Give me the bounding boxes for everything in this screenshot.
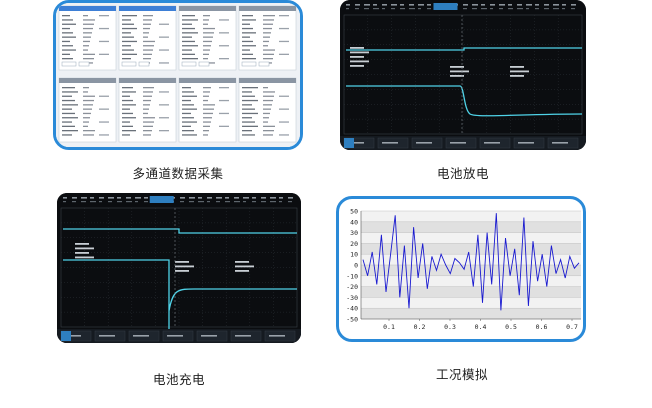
y-tick-label: -10 [346, 272, 358, 280]
scope-readouts [75, 243, 254, 272]
chart-band [361, 308, 581, 319]
chart-band [361, 275, 581, 287]
y-tick-label: -20 [346, 283, 358, 291]
caption-battery-discharge: 电池放电 [436, 166, 489, 181]
scope-bottom-bar [340, 136, 586, 150]
scope-top-bar [63, 196, 293, 203]
x-tick-label: 0.3 [444, 323, 456, 331]
chart-band [361, 243, 581, 255]
scope-grid [60, 207, 298, 328]
y-tick-label: 50 [350, 208, 358, 216]
channel-panel [178, 77, 237, 143]
charge-scope-image [57, 193, 301, 343]
y-tick-label: 0 [354, 262, 358, 270]
y-tick-label: -40 [346, 305, 358, 313]
multichannel-panels-image [56, 3, 300, 147]
chart-band [361, 232, 581, 244]
caption-multichannel: 多通道数据采集 [132, 166, 224, 181]
x-tick-label: 0.2 [414, 323, 426, 331]
channel-panel [178, 5, 237, 71]
x-tick-label: 0.4 [475, 323, 487, 331]
chart-band [361, 221, 581, 233]
y-tick-label: 30 [350, 229, 358, 237]
x-tick-label: 0.1 [383, 323, 395, 331]
scope-trace [346, 47, 583, 117]
battery-discharge-card[interactable] [340, 0, 586, 150]
caption-battery-charge: 电池充电 [152, 372, 205, 387]
y-tick-label: 20 [350, 240, 358, 248]
condition-simulation-card[interactable]: 50 40 30 20 10 0 -10 -20 -30 -40 -50 0.1 0.2 0.3 0.4 0… [336, 196, 586, 342]
scope-top-bar [346, 3, 576, 10]
channel-panel [118, 5, 177, 71]
scope-bottom-bar [57, 329, 301, 343]
chart-band [361, 211, 581, 222]
chart-band [361, 297, 581, 309]
multichannel-acquisition-card[interactable] [53, 0, 303, 150]
simulation-waveform [362, 213, 580, 311]
channel-panel [58, 5, 117, 71]
channel-panel [238, 5, 297, 71]
channel-panel [58, 77, 117, 143]
x-tick-label: 0.5 [505, 323, 517, 331]
x-tick-label: 0.6 [536, 323, 548, 331]
scope-readouts [350, 47, 529, 77]
y-tick-label: 40 [350, 218, 358, 226]
x-tick-label: 0.7 [566, 323, 578, 331]
scope-trace [63, 228, 297, 343]
y-tick-label: -50 [346, 316, 358, 324]
chart-band [361, 254, 581, 265]
battery-charge-card[interactable] [57, 193, 301, 343]
y-tick-label: -30 [346, 294, 358, 302]
simulation-chart: 50 40 30 20 10 0 -10 -20 -30 -40 -50 0.1 0.2 0.3 0.4 0… [346, 208, 581, 331]
channel-panel [118, 77, 177, 143]
chart-band [361, 286, 581, 298]
channel-panel [238, 77, 297, 143]
y-tick-label: 10 [350, 251, 358, 259]
discharge-scope-image [340, 0, 586, 150]
caption-condition-simulation: 工况模拟 [435, 367, 488, 382]
